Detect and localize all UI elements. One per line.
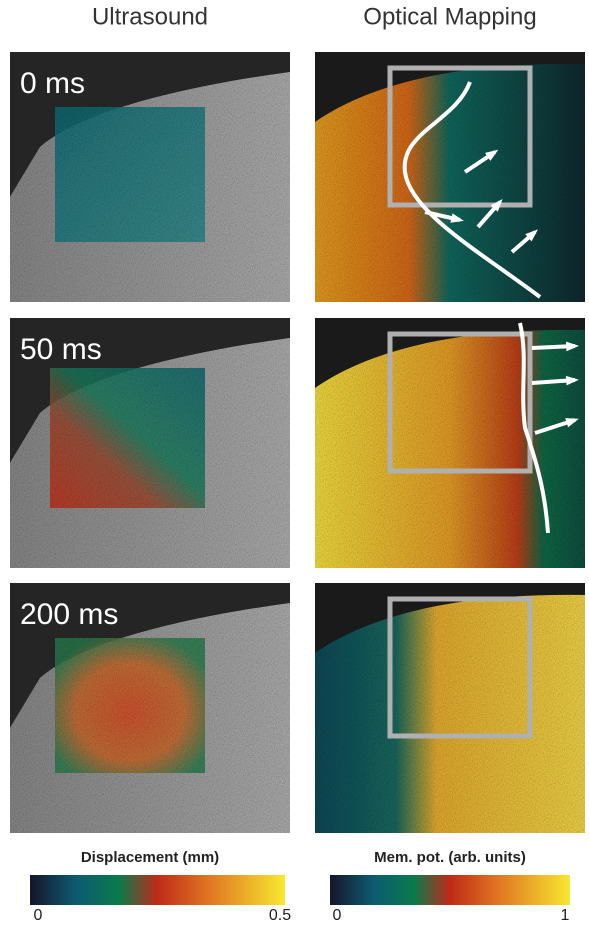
row-label: 50 ms [20,333,102,366]
colorbar-title: Mem. pot. (arb. units) [374,849,526,866]
colorbar-title: Displacement (mm) [81,849,219,866]
figure: Ultrasound Optical Mapping 0 ms 50 ms 200 … [0,0,589,930]
colorbar-label: 0.5 [269,907,291,924]
colorbar-label: 0 [34,907,43,924]
colorbar-label: 0 [333,907,342,924]
row-label: 0 ms [20,67,85,100]
column-header: Optical Mapping [363,3,536,30]
colorbar-label: 1 [561,907,570,924]
displacement-overlay [55,638,205,773]
column-header: Ultrasound [92,3,208,30]
colorbar [330,875,570,905]
colorbar [30,875,285,905]
displacement-overlay [50,368,205,508]
displacement-overlay [55,107,205,242]
row-label: 200 ms [20,598,118,631]
